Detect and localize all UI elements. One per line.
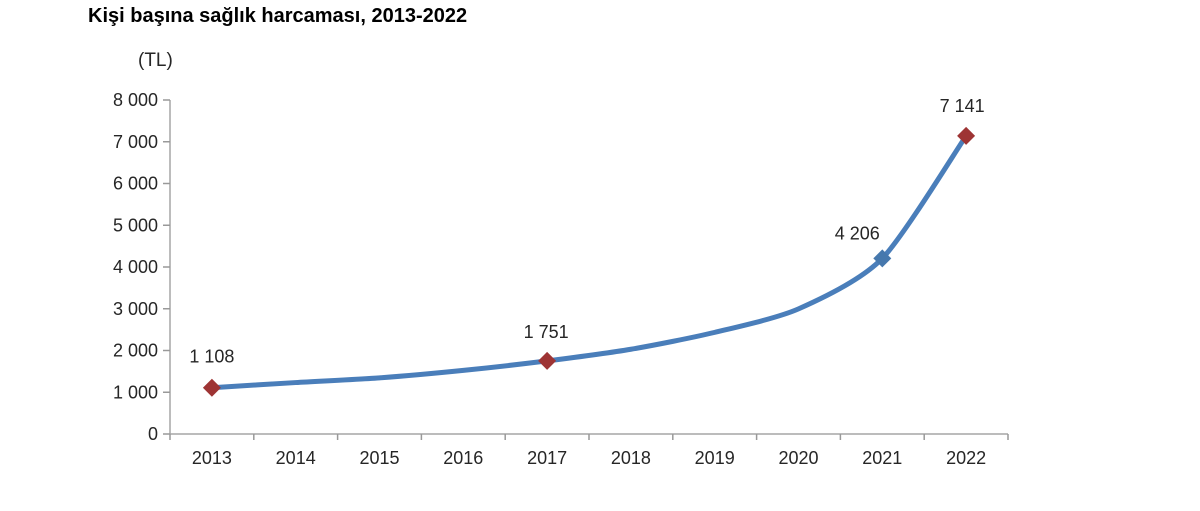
data-point-marker bbox=[873, 249, 892, 268]
x-axis-tick-label: 2021 bbox=[862, 448, 902, 468]
y-axis-tick-label: 5 000 bbox=[113, 215, 158, 235]
y-axis-tick-label: 0 bbox=[148, 424, 158, 444]
series-line bbox=[209, 133, 969, 391]
y-axis-tick-label: 8 000 bbox=[113, 90, 158, 110]
data-point-marker bbox=[957, 126, 976, 145]
data-point-label: 1 751 bbox=[524, 322, 569, 342]
data-point-label: 4 206 bbox=[835, 223, 880, 243]
y-axis-tick-label: 6 000 bbox=[113, 174, 158, 194]
y-axis-tick-label: 7 000 bbox=[113, 132, 158, 152]
x-axis-tick-label: 2020 bbox=[778, 448, 818, 468]
x-axis-tick-label: 2016 bbox=[443, 448, 483, 468]
data-point-label: 7 141 bbox=[940, 96, 985, 116]
y-axis-tick-label: 2 000 bbox=[113, 341, 158, 361]
chart-title: Kişi başına sağlık harcaması, 2013-2022 bbox=[88, 5, 468, 27]
x-axis-tick-label: 2014 bbox=[276, 448, 316, 468]
x-axis-tick-label: 2017 bbox=[527, 448, 567, 468]
data-point-marker bbox=[202, 378, 221, 397]
y-axis-tick-label: 1 000 bbox=[113, 382, 158, 402]
data-point-label: 1 108 bbox=[189, 347, 234, 367]
x-axis-tick-label: 2015 bbox=[359, 448, 399, 468]
x-axis-tick-label: 2013 bbox=[192, 448, 232, 468]
y-axis-tick-label: 3 000 bbox=[113, 299, 158, 319]
x-axis-tick-label: 2022 bbox=[946, 448, 986, 468]
y-axis-unit-label: (TL) bbox=[138, 50, 173, 71]
x-axis-tick-label: 2019 bbox=[695, 448, 735, 468]
x-axis-tick-label: 2018 bbox=[611, 448, 651, 468]
data-point-marker bbox=[538, 351, 557, 370]
y-axis-tick-label: 4 000 bbox=[113, 257, 158, 277]
